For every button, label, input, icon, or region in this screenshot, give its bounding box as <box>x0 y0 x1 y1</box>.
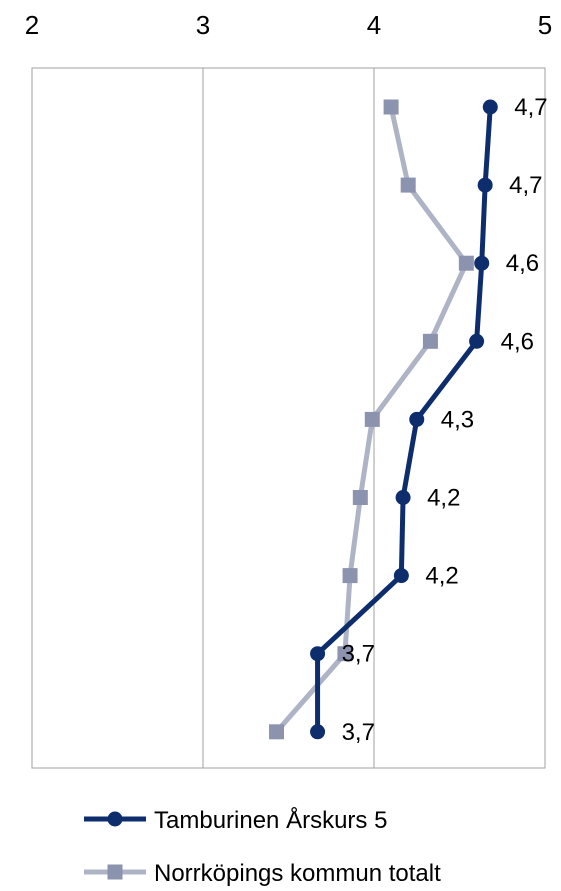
series-layer <box>269 99 498 740</box>
data-point <box>310 646 326 662</box>
data-point <box>269 724 285 740</box>
data-label: 3,7 <box>342 641 375 668</box>
data-label: 3,7 <box>342 719 375 746</box>
data-label: 4,6 <box>506 250 539 277</box>
data-label: 4,2 <box>427 485 460 512</box>
legend-item-tamburinen: Tamburinen Årskurs 5 <box>84 806 387 834</box>
data-point <box>469 333 485 349</box>
data-point <box>337 646 353 662</box>
data-point <box>352 490 368 505</box>
data-point <box>409 411 425 427</box>
x-tick-label: 2 <box>25 10 39 40</box>
x-tick-label: 5 <box>538 10 552 40</box>
legend-marker <box>107 811 123 827</box>
legend-item-norrkoping: Norrköpings kommun totalt <box>84 860 441 887</box>
data-label: 4,7 <box>514 94 547 121</box>
data-point <box>310 724 326 740</box>
x-axis-tick-labels: 2 3 4 5 <box>25 10 552 40</box>
data-point <box>474 255 490 271</box>
data-labels: 4,7 4,7 4,6 4,6 4,3 4,2 4,2 3,7 3,7 <box>342 94 548 746</box>
data-point <box>477 177 493 193</box>
data-label: 4,6 <box>501 328 534 355</box>
legend-marker <box>107 864 123 880</box>
data-point <box>395 490 411 505</box>
data-point <box>422 333 438 349</box>
data-label: 4,3 <box>441 406 474 433</box>
plot-area <box>31 67 546 769</box>
series-norrkoping <box>269 99 474 740</box>
data-point <box>482 99 498 115</box>
data-point <box>342 568 358 584</box>
x-tick-label: 4 <box>367 10 381 40</box>
data-point <box>393 568 409 584</box>
data-label: 4,7 <box>509 172 542 199</box>
data-label: 4,2 <box>425 563 458 590</box>
data-point <box>458 255 474 271</box>
x-tick-label: 3 <box>196 10 210 40</box>
series-tamburinen <box>310 99 498 740</box>
data-point <box>364 411 380 427</box>
legend-label: Norrköpings kommun totalt <box>154 860 441 887</box>
legend-label: Tamburinen Årskurs 5 <box>154 806 387 834</box>
data-point <box>383 99 399 115</box>
legend: Tamburinen Årskurs 5 Norrköpings kommun t… <box>84 806 441 887</box>
data-point <box>400 177 416 193</box>
